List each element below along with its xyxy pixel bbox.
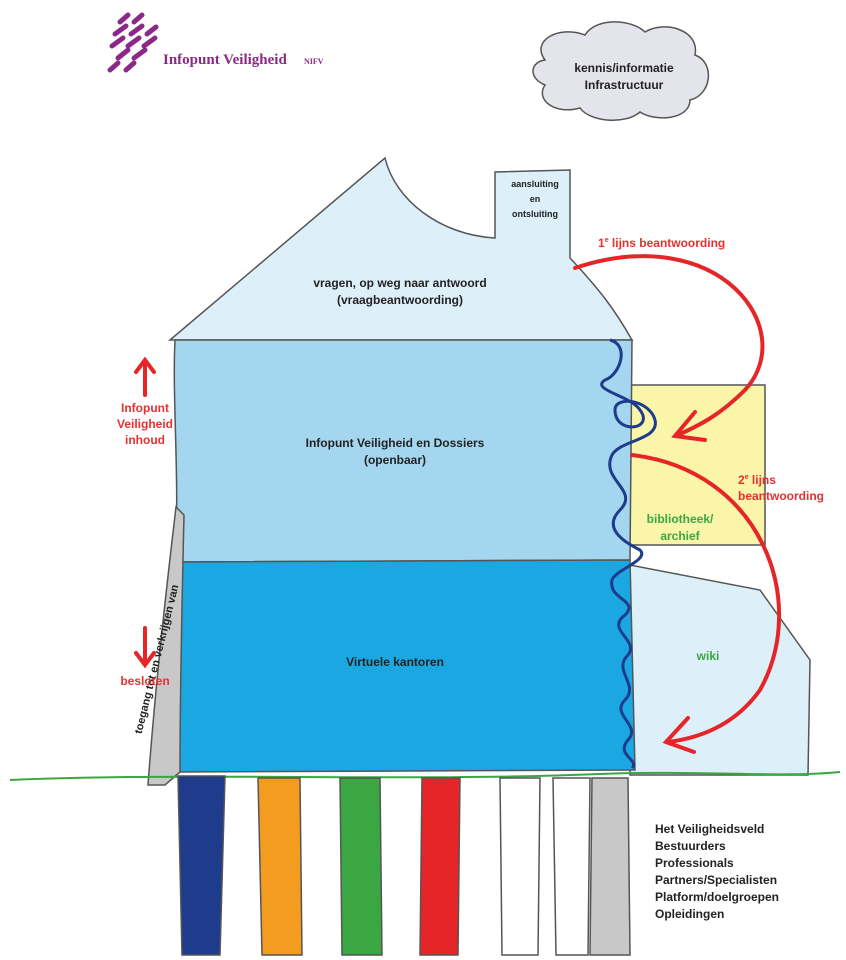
- leg: [553, 778, 590, 955]
- legs: [178, 776, 630, 955]
- leg: [500, 778, 540, 955]
- floor-text: Virtuele kantoren: [346, 655, 444, 669]
- logo-mark: [110, 15, 156, 70]
- chimney-text: en: [530, 194, 541, 204]
- legend-item: Professionals: [655, 856, 734, 870]
- chimney-text: aansluiting: [511, 179, 559, 189]
- leg: [258, 778, 302, 955]
- legend-item: Bestuurders: [655, 839, 726, 853]
- leg: [590, 778, 630, 955]
- legend-item: Platform/doelgroepen: [655, 890, 779, 904]
- side-up-text: inhoud: [125, 433, 165, 447]
- chimney-text: ontsluiting: [512, 209, 558, 219]
- cloud-text: kennis/informatie: [574, 61, 674, 75]
- label-part: lijns: [749, 473, 777, 487]
- wiki-annex: [630, 565, 810, 775]
- leg: [340, 778, 382, 955]
- leg: [178, 776, 225, 955]
- roof: [170, 158, 632, 340]
- side-up-text: Infopunt: [121, 401, 169, 415]
- diagram: Infopunt Veiligheid NIFV kennis/informat…: [0, 0, 846, 960]
- second-line-label: beantwoording: [738, 489, 824, 503]
- side-up-text: Veiligheid: [117, 417, 173, 431]
- logo-suffix: NIFV: [304, 57, 324, 66]
- leg: [420, 778, 460, 955]
- side-down-text: besloten: [120, 674, 169, 688]
- label-part: lijns beantwoording: [609, 236, 726, 250]
- second-line-label: 2e lijns: [738, 473, 776, 487]
- wiki-text: wiki: [696, 649, 720, 663]
- page: Infopunt Veiligheid NIFV kennis/informat…: [0, 0, 846, 960]
- floor-text: Infopunt Veiligheid en Dossiers: [306, 436, 485, 450]
- library-text: archief: [660, 529, 700, 543]
- legend: Het Veiligheidsveld Bestuurders Profession…: [655, 822, 779, 921]
- legend-item: Het Veiligheidsveld: [655, 822, 764, 836]
- roof-text: vragen, op weg naar antwoord: [313, 276, 486, 290]
- floor-text: (openbaar): [364, 453, 426, 467]
- cloud-text: Infrastructuur: [585, 78, 664, 92]
- roof-text: (vraagbeantwoording): [337, 293, 463, 307]
- floor-public: [174, 340, 632, 562]
- legend-item: Partners/Specialisten: [655, 873, 777, 887]
- legend-item: Opleidingen: [655, 907, 724, 921]
- first-line-label: 1e lijns beantwoording: [598, 236, 725, 250]
- library-text: bibliotheek/: [647, 512, 714, 526]
- logo-name: Infopunt Veiligheid: [163, 52, 287, 68]
